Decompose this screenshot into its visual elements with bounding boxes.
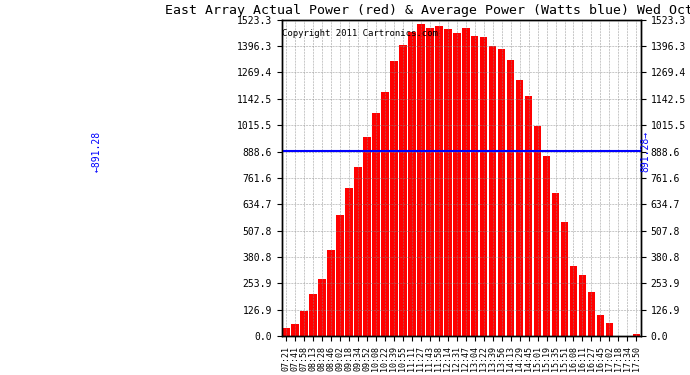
Bar	[534, 126, 542, 336]
Bar	[345, 188, 353, 336]
Text: Copyright 2011 Cartronics.com: Copyright 2011 Cartronics.com	[282, 29, 438, 38]
Bar	[579, 275, 586, 336]
Bar	[606, 323, 613, 336]
Bar	[309, 294, 317, 336]
Bar	[561, 222, 569, 336]
Bar	[336, 215, 344, 336]
Bar	[506, 60, 515, 336]
Bar	[399, 45, 406, 336]
Bar	[354, 167, 362, 336]
Bar	[372, 113, 380, 336]
Bar	[318, 279, 326, 336]
Bar	[597, 315, 604, 336]
Bar	[444, 30, 451, 336]
Bar	[515, 80, 524, 336]
Bar	[633, 334, 640, 336]
Bar	[363, 137, 371, 336]
Text: 891.28→: 891.28→	[641, 130, 651, 171]
Bar	[291, 324, 299, 336]
Bar	[480, 37, 487, 336]
Bar	[408, 32, 415, 336]
Bar	[525, 96, 533, 336]
Bar	[381, 93, 388, 336]
Bar	[453, 33, 460, 336]
Bar	[390, 61, 397, 336]
Bar	[327, 250, 335, 336]
Bar	[570, 266, 578, 336]
Text: ←891.28: ←891.28	[92, 130, 102, 171]
Bar	[282, 328, 290, 336]
Bar	[552, 193, 560, 336]
Bar	[489, 46, 497, 336]
Bar	[417, 24, 424, 336]
Title: East Array Actual Power (red) & Average Power (Watts blue) Wed Oct 5 18:09: East Array Actual Power (red) & Average …	[165, 4, 690, 17]
Bar	[471, 36, 478, 336]
Bar	[588, 292, 595, 336]
Bar	[300, 311, 308, 336]
Bar	[426, 28, 433, 336]
Bar	[462, 28, 469, 336]
Bar	[435, 26, 442, 336]
Bar	[543, 156, 551, 336]
Bar	[497, 49, 506, 336]
